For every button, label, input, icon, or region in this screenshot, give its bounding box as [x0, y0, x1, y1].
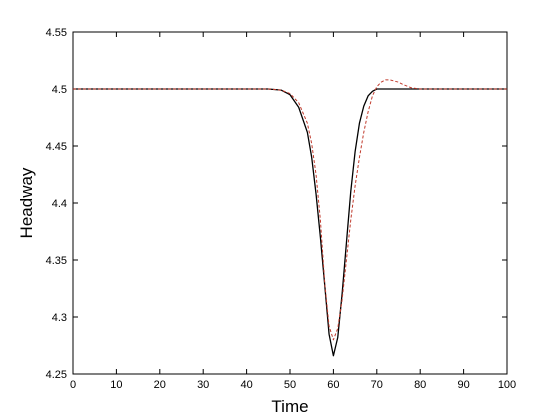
lines-layer [73, 79, 507, 357]
x-tick-label: 20 [154, 379, 166, 391]
x-tick-label: 40 [240, 379, 252, 391]
y-tick-label: 4.25 [46, 369, 67, 381]
y-tick-label: 4.35 [46, 255, 67, 267]
ticks-layer: 0 10 20 30 40 50 60 70 80 90 100 4.25 4.3 4.35 4.4 4.45… [46, 27, 517, 391]
x-tick-label: 10 [110, 379, 122, 391]
x-tick-label: 100 [498, 379, 516, 391]
x-axis-title: Time [271, 397, 308, 416]
y-tick-label: 4.5 [52, 84, 67, 96]
series-dashed-red-line [73, 79, 507, 341]
y-tick-label: 4.3 [52, 312, 67, 324]
y-tick-label: 4.4 [52, 198, 67, 210]
x-tick-label: 90 [457, 379, 469, 391]
series-solid-black-line [73, 88, 507, 357]
y-axis-title: Headway [17, 167, 36, 238]
x-tick-label: 70 [371, 379, 383, 391]
x-tick-label: 30 [197, 379, 209, 391]
x-tick-label: 0 [70, 379, 76, 391]
y-tick-label: 4.55 [46, 27, 67, 39]
x-tick-label: 80 [414, 379, 426, 391]
x-tick-label: 60 [327, 379, 339, 391]
y-tick-label: 4.45 [46, 141, 67, 153]
plot-area [72, 31, 508, 375]
x-tick-label: 50 [284, 379, 296, 391]
